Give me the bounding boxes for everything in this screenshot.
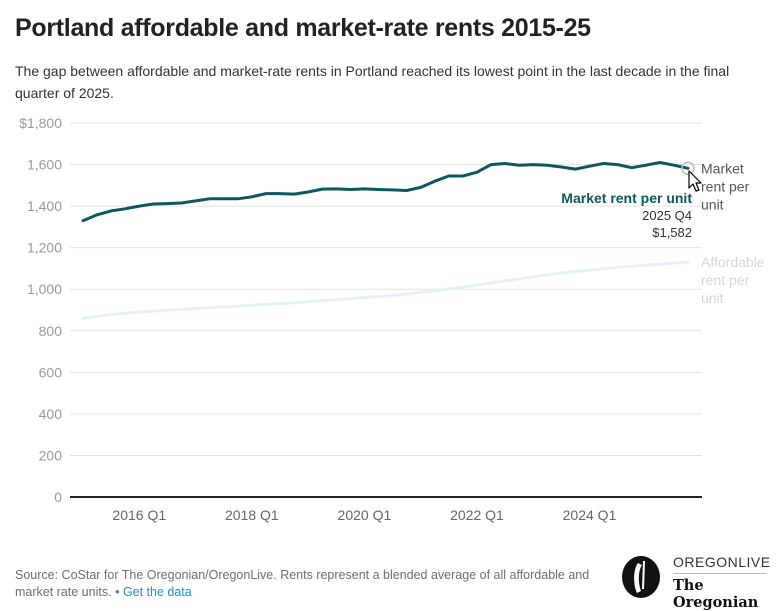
x-tick-label: 2022 Q1 — [450, 507, 504, 523]
y-tick-label: $1,800 — [19, 115, 62, 131]
x-tick-label: 2016 Q1 — [112, 507, 166, 523]
market-series-label: rent per — [701, 178, 750, 194]
x-tick-label: 2020 Q1 — [338, 507, 392, 523]
y-tick-label: 1,400 — [27, 198, 62, 214]
affordable-series-label: unit — [701, 290, 724, 306]
y-tick-label: 800 — [39, 323, 63, 339]
chart-title: Portland affordable and market-rate rent… — [15, 14, 591, 42]
hover-tooltip: Market rent per unit 2025 Q4 $1,582 — [561, 190, 692, 240]
y-tick-label: 1,000 — [27, 281, 62, 297]
y-tick-label: 400 — [39, 406, 63, 422]
separator-dot: • — [115, 585, 120, 599]
tooltip-series: Market rent per unit — [561, 190, 692, 206]
chart-subtitle: The gap between affordable and market-ra… — [15, 63, 730, 101]
tooltip-value: $1,582 — [652, 225, 692, 240]
logo-divider — [673, 573, 767, 574]
mouse-cursor-icon — [688, 170, 702, 192]
x-tick-label: 2018 Q1 — [225, 507, 279, 523]
affordable-series-label: rent per — [701, 272, 750, 288]
x-axis-ticks: 2016 Q1 2018 Q1 2020 Q1 2022 Q1 2024 Q1 — [112, 507, 616, 523]
oregonian-logo[interactable]: OREGONLIVE The Oregonian — [621, 553, 771, 611]
y-tick-label: 200 — [39, 447, 63, 463]
y-tick-label: 1,600 — [27, 157, 62, 173]
y-tick-label: 1,200 — [27, 240, 62, 256]
x-tick-label: 2024 Q1 — [563, 507, 617, 523]
y-axis-ticks: 0 200 400 600 800 1,000 1,200 1,400 1,600 $1,800 — [19, 115, 62, 505]
y-tick-label: 0 — [54, 489, 62, 505]
source-note: Source: CoStar for The Oregonian/OregonL… — [15, 567, 615, 601]
get-the-data-link[interactable]: Get the data — [122, 585, 192, 599]
oregonian-o-icon — [622, 556, 660, 598]
the-oregonian-wordmark: The Oregonian — [673, 577, 759, 611]
series-end-labels: Affordable rent per unit Market rent per unit — [701, 160, 765, 306]
source-text: Source: CoStar for The Oregonian/OregonL… — [15, 568, 590, 599]
affordable-rent-line — [81, 260, 690, 320]
gridlines — [70, 122, 702, 456]
oregonlive-wordmark: OREGONLIVE — [673, 554, 771, 570]
line-chart: 02004006008001,0001,2001,4001,600$1,800 … — [19, 115, 765, 523]
tooltip-period: 2025 Q4 — [642, 208, 692, 223]
market-rent-line — [81, 161, 690, 223]
affordable-series-label: Affordable — [701, 254, 765, 270]
market-series-label: unit — [701, 196, 724, 212]
hover-point-marker[interactable] — [681, 161, 695, 176]
y-tick-label: 600 — [39, 364, 63, 380]
market-series-label: Market — [701, 160, 744, 176]
series-lines — [81, 161, 690, 320]
